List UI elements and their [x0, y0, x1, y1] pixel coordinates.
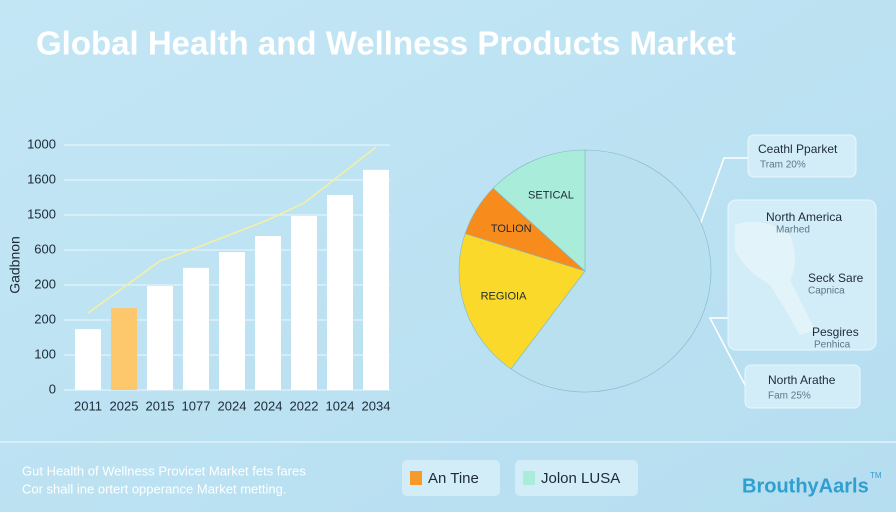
- x-tick-label: 2034: [362, 398, 391, 413]
- callouts: Ceathl Pparket Tram 20% North America Ma…: [699, 134, 877, 409]
- x-tick-label: 2024: [254, 398, 283, 413]
- callout-box: [744, 364, 861, 409]
- y-tick-label: 200: [34, 276, 56, 291]
- y-tick-label: 1000: [27, 136, 56, 151]
- bar: [111, 308, 137, 390]
- x-tick-label: 2011: [74, 398, 102, 413]
- y-tick-label: 1600: [27, 171, 56, 186]
- callout-title: Seck Sare: [808, 271, 864, 285]
- callout-title: North Arathe: [768, 373, 836, 387]
- pie-slice: [510, 149, 712, 393]
- legend-swatch: [523, 471, 535, 485]
- y-tick-label: 0: [49, 381, 56, 396]
- y-tick-label: 600: [34, 241, 56, 256]
- y-axis-label: Gadbnon: [7, 236, 23, 294]
- legend-item: [515, 460, 638, 496]
- x-tick-label: 1024: [326, 398, 355, 413]
- x-tick-label: 2022: [290, 398, 319, 413]
- y-tick-label: 1500: [27, 206, 56, 221]
- map-shape: [735, 221, 815, 335]
- bar: [255, 236, 281, 390]
- title: Global Health and Wellness Products Mark…: [36, 25, 736, 62]
- slice-label: TOLION: [491, 223, 532, 235]
- legend-swatch: [410, 471, 422, 485]
- callout-title: North America: [766, 210, 842, 224]
- trademark: TM: [870, 471, 882, 480]
- callout-sub: Penhica: [814, 340, 851, 351]
- bar: [327, 195, 353, 390]
- y-tick-label: 100: [34, 346, 56, 361]
- callout-sub: Capnica: [808, 286, 845, 297]
- bar: [219, 252, 245, 390]
- callout-sub: Marhed: [776, 225, 810, 236]
- x-tick-label: 2015: [146, 398, 175, 413]
- x-tick-label: 1077: [182, 398, 211, 413]
- bar: [183, 267, 209, 390]
- callout-title: Pesgires: [812, 325, 859, 339]
- brand: BrouthyAarls: [742, 475, 869, 497]
- footer-text: Cor shall ine ortert opperance Market me…: [22, 481, 286, 496]
- callout-box: [747, 134, 857, 178]
- bar: [75, 329, 101, 390]
- callout-sub: Fam 25%: [768, 391, 811, 402]
- legend-label: An Tine: [428, 470, 479, 487]
- legend-item: [402, 460, 500, 496]
- legend-label: Jolon LUSA: [541, 470, 620, 487]
- pie-slice: [458, 233, 586, 370]
- slice-label: REGIOIA: [481, 290, 528, 302]
- callout-sub: Tram 20%: [760, 160, 806, 171]
- pie-slice: [492, 149, 586, 272]
- bar: [363, 169, 389, 390]
- y-tick-label: 200: [34, 311, 56, 326]
- slice-label: SETICAL: [528, 189, 574, 201]
- callout-title: Ceathl Pparket: [758, 142, 838, 156]
- bar: [291, 216, 317, 390]
- footer-text: Gut Health of Wellness Provicet Market f…: [22, 463, 306, 478]
- bar: [147, 286, 173, 390]
- trend-line: [87, 146, 377, 314]
- x-tick-label: 2025: [110, 398, 139, 413]
- x-tick-label: 2024: [218, 398, 247, 413]
